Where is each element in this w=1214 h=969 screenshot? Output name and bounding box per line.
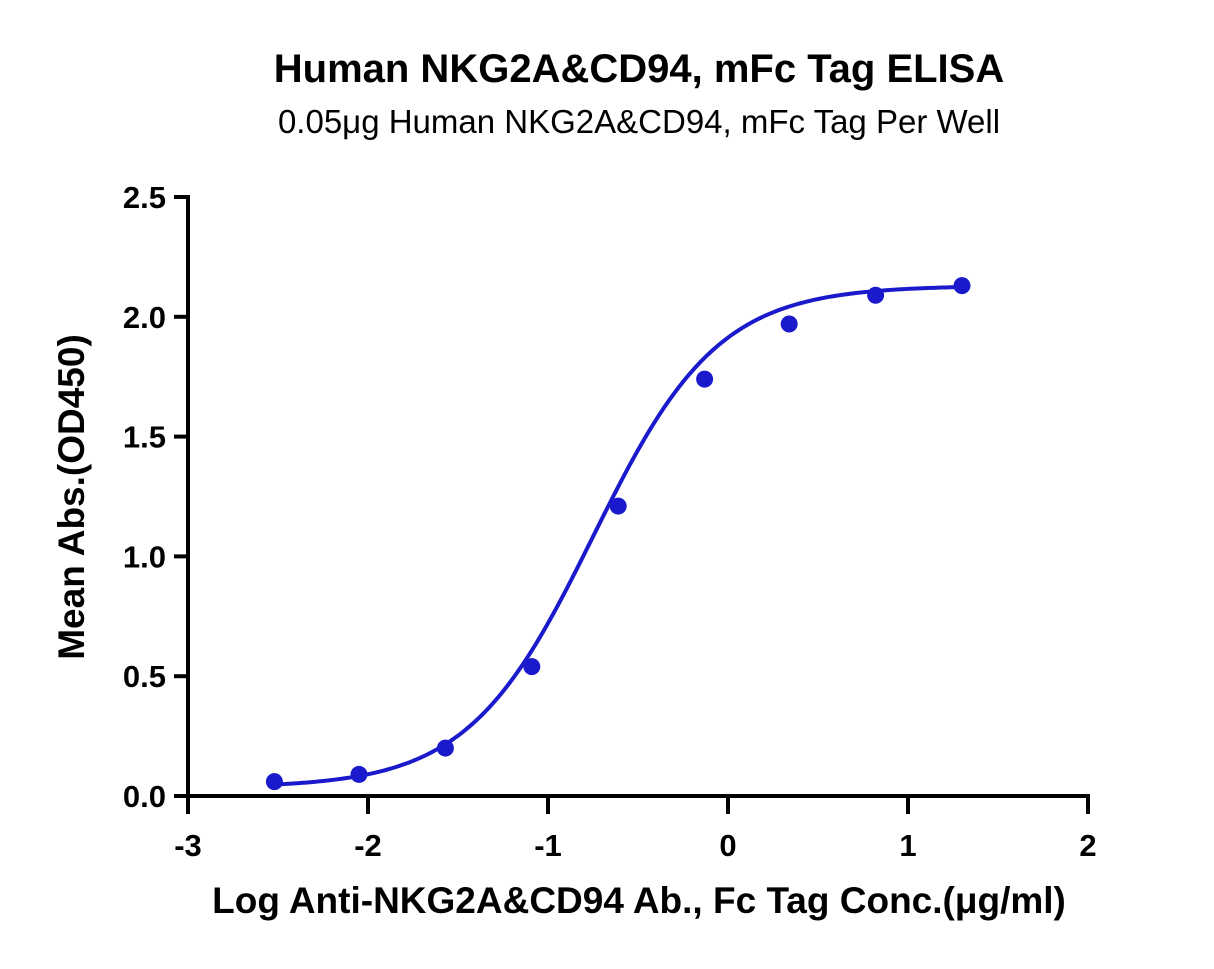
x-tick-label: 1 (899, 828, 916, 863)
data-point (609, 497, 627, 515)
data-point (780, 315, 798, 333)
y-axis: 0.0 0.5 1.0 1.5 2.0 2.5 (123, 180, 190, 814)
x-tick-label: 2 (1079, 828, 1096, 863)
y-tick-label: 1.0 (123, 539, 166, 574)
data-point (867, 286, 885, 304)
x-axis: -3 -2 -1 0 1 2 (174, 794, 1097, 863)
fit-curve (274, 285, 963, 787)
data-point (350, 765, 368, 783)
data-point (265, 773, 283, 791)
y-tick-label: 2.0 (123, 300, 166, 335)
data-point (436, 739, 454, 757)
data-point (523, 658, 541, 676)
chart-title: Human NKG2A&CD94, mFc Tag ELISA (274, 47, 1005, 91)
y-tick-label: 0.0 (123, 779, 166, 814)
x-axis-label: Log Anti-NKG2A&CD94 Ab., Fc Tag Conc.(μg… (212, 880, 1066, 921)
x-tick-label: -1 (534, 828, 562, 863)
y-tick-label: 1.5 (123, 420, 166, 455)
data-points (265, 277, 971, 791)
chart-subtitle: 0.05μg Human NKG2A&CD94, mFc Tag Per Wel… (278, 103, 1000, 140)
x-tick-label: -3 (174, 828, 202, 863)
y-tick-label: 2.5 (123, 180, 166, 215)
y-tick-label: 0.5 (123, 659, 166, 694)
y-axis-label: Mean Abs.(OD450) (51, 334, 92, 660)
x-tick-label: 0 (719, 828, 736, 863)
x-tick-label: -2 (354, 828, 382, 863)
data-point (696, 370, 714, 388)
data-point (953, 277, 971, 295)
